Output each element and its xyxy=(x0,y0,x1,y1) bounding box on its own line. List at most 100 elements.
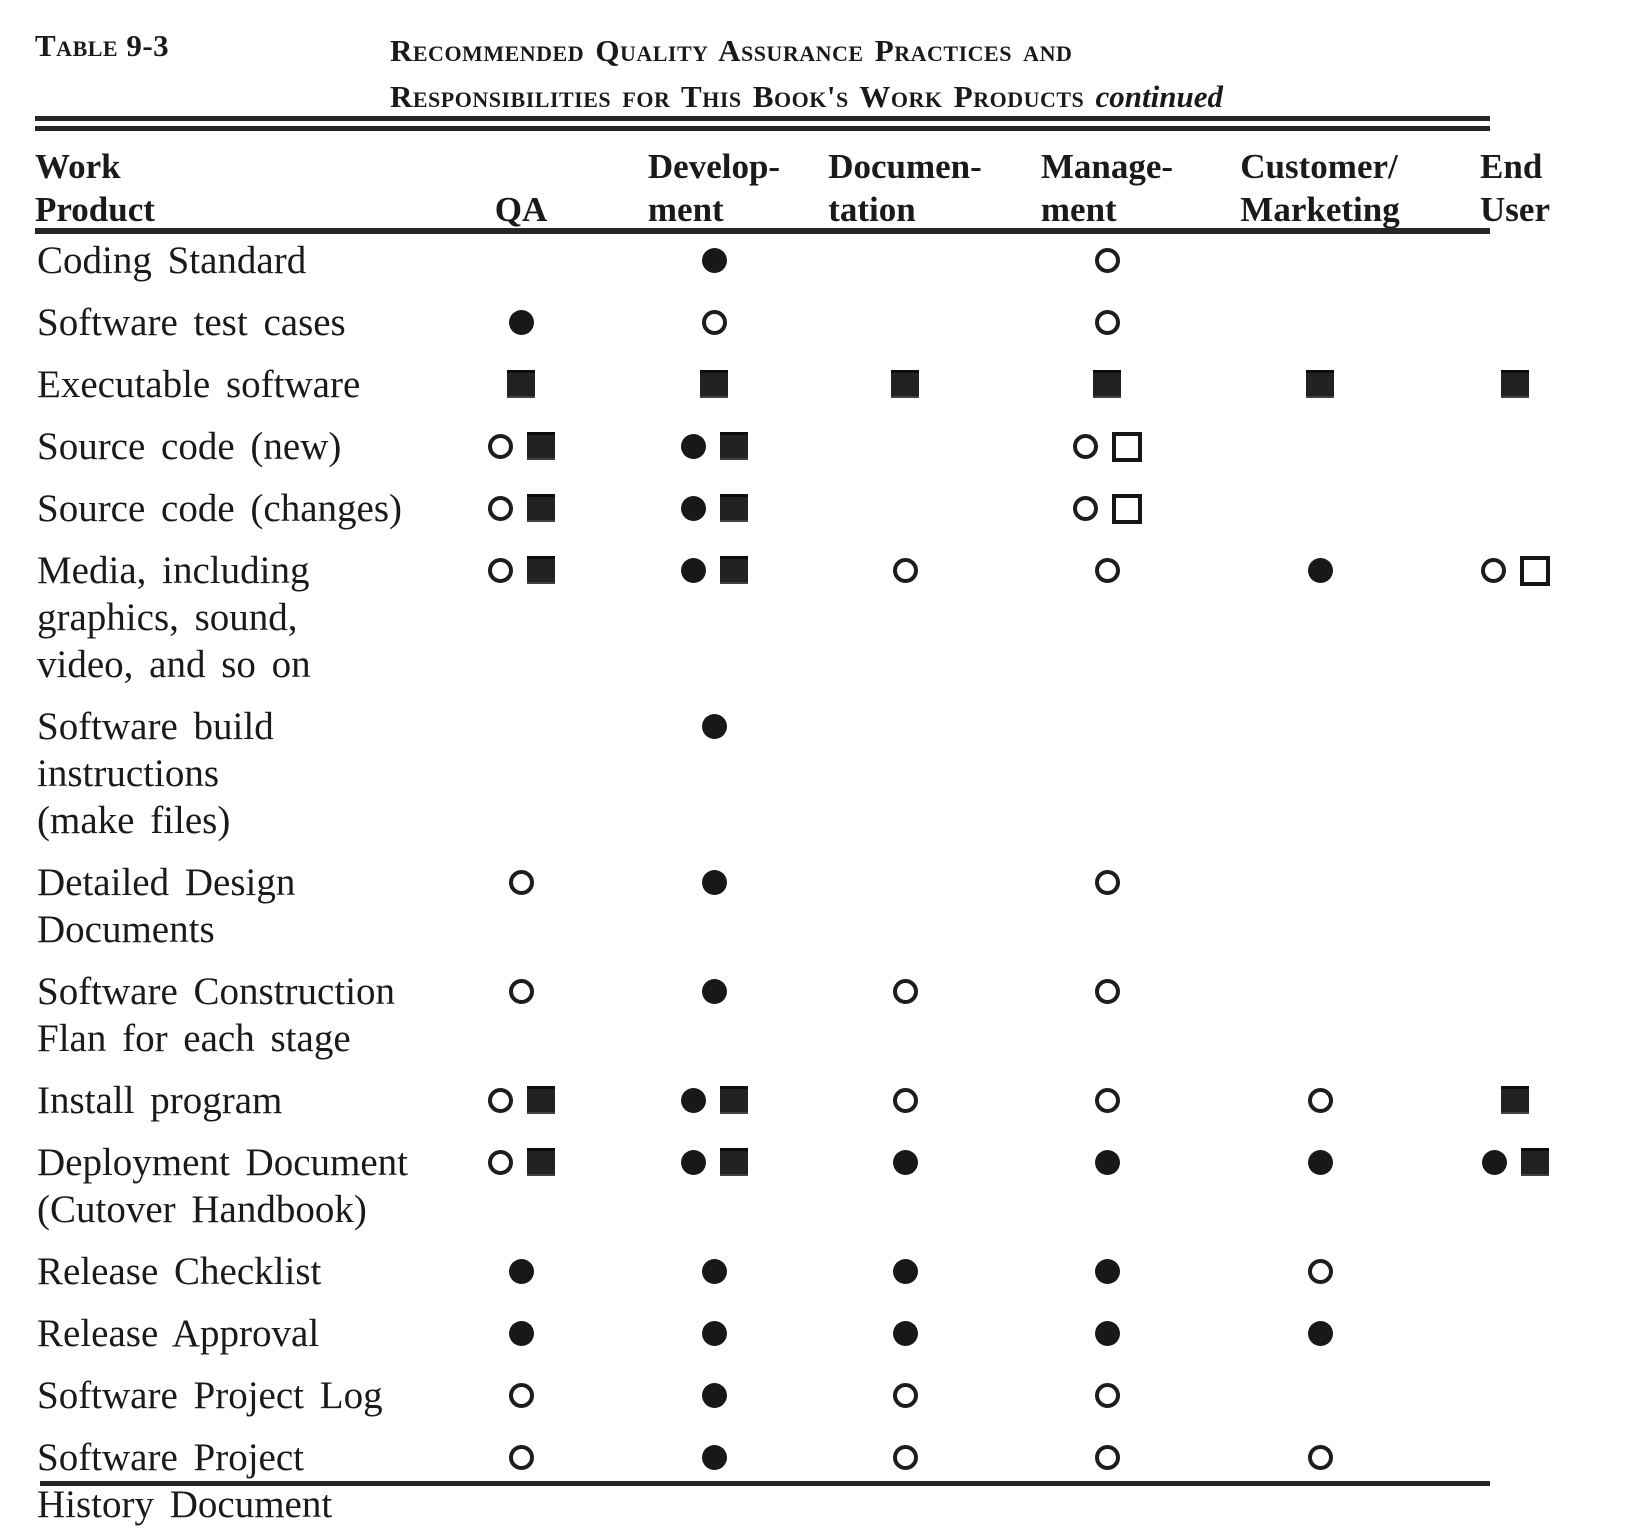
work-product-label-line: instructions xyxy=(37,752,219,795)
filled-circle-icon xyxy=(508,310,534,335)
filled-circle-icon xyxy=(1094,1150,1120,1175)
cell-customer_marketing xyxy=(1214,1139,1426,1233)
cell-documentation xyxy=(810,361,1000,408)
cell-documentation xyxy=(810,703,1000,844)
filled-square-icon xyxy=(1520,1148,1549,1176)
cell-qa xyxy=(424,859,618,953)
open-circle-icon xyxy=(508,979,534,1004)
open-square-icon xyxy=(1111,494,1142,524)
filled-circle-icon xyxy=(892,1259,918,1284)
cell-management xyxy=(1000,423,1214,470)
cell-management xyxy=(1000,1139,1214,1233)
table-row: Release Approval xyxy=(35,1310,1604,1357)
table-top-rule-2 xyxy=(35,126,1490,131)
filled-square-icon xyxy=(526,1086,555,1114)
table-row: Software Project Log xyxy=(35,1372,1604,1419)
header-work-product: Work Product xyxy=(35,147,155,229)
cell-documentation xyxy=(810,237,1000,284)
work-product-label-line: Detailed Design xyxy=(37,861,296,904)
cell-development xyxy=(618,1077,810,1124)
open-circle-icon xyxy=(487,434,513,459)
cell-qa xyxy=(424,1248,618,1295)
cell-qa xyxy=(424,703,618,844)
cell-documentation xyxy=(810,299,1000,346)
work-product-label-line: graphics, sound, xyxy=(37,596,298,639)
cell-management xyxy=(1000,485,1214,532)
table-row: Install program xyxy=(35,1077,1604,1124)
cell-documentation xyxy=(810,547,1000,688)
work-product-label-line: Executable software xyxy=(37,363,361,406)
cell-customer_marketing xyxy=(1214,968,1426,1062)
cell-qa xyxy=(424,547,618,688)
work-product-label: Release Approval xyxy=(35,1310,424,1357)
filled-circle-icon xyxy=(1307,1321,1333,1346)
filled-square-icon xyxy=(719,494,748,522)
cell-end_user xyxy=(1426,547,1604,688)
open-circle-icon xyxy=(487,496,513,521)
table-row: Software Project History Document xyxy=(35,1434,1604,1528)
work-product-label-line: Release Approval xyxy=(37,1312,320,1355)
work-product-label: Install program xyxy=(35,1077,424,1124)
table-header-rule xyxy=(35,228,1490,234)
table-row: Source code (new) xyxy=(35,423,1604,470)
cell-development xyxy=(618,968,810,1062)
cell-customer_marketing xyxy=(1214,1248,1426,1295)
open-circle-icon xyxy=(508,1383,534,1408)
cell-management xyxy=(1000,237,1214,284)
work-product-label: Source code (new) xyxy=(35,423,424,470)
filled-square-icon xyxy=(507,370,535,398)
cell-end_user xyxy=(1426,237,1604,284)
filled-square-icon xyxy=(526,1148,555,1176)
cell-qa xyxy=(424,1372,618,1419)
cell-qa xyxy=(424,361,618,408)
open-circle-icon xyxy=(1094,870,1120,895)
work-product-label-line: Software build xyxy=(37,705,274,748)
filled-circle-icon xyxy=(508,1321,534,1346)
filled-square-icon xyxy=(526,556,555,584)
header-management: Manage- ment xyxy=(1040,147,1174,229)
cell-end_user xyxy=(1426,968,1604,1062)
cell-documentation xyxy=(810,423,1000,470)
cell-development xyxy=(618,1434,810,1528)
filled-square-icon xyxy=(719,1086,748,1114)
filled-circle-icon xyxy=(701,714,727,739)
table-row: Software build instructions (make files) xyxy=(35,703,1604,844)
table-row: Release Checklist xyxy=(35,1248,1604,1295)
work-product-label-line: Software Project xyxy=(37,1436,305,1479)
filled-circle-icon xyxy=(680,1150,706,1175)
filled-circle-icon xyxy=(892,1321,918,1346)
work-product-label: Release Checklist xyxy=(35,1248,424,1295)
cell-documentation xyxy=(810,1310,1000,1357)
open-circle-icon xyxy=(508,1445,534,1470)
open-circle-icon xyxy=(1094,1088,1120,1113)
cell-management xyxy=(1000,703,1214,844)
cell-end_user xyxy=(1426,485,1604,532)
work-product-label-line: Software Project Log xyxy=(37,1374,383,1417)
table-title-line-2: Responsibilities for This Book's Work Pr… xyxy=(390,79,1224,114)
table-header-row: Work Product QA Develop- ment Documen- t… xyxy=(35,145,1604,231)
cell-development xyxy=(618,1139,810,1233)
table-title-line-1: Recommended Quality Assurance Practices … xyxy=(390,33,1073,68)
cell-end_user xyxy=(1426,299,1604,346)
filled-square-icon xyxy=(719,432,748,460)
work-product-label-line: Deployment Document xyxy=(37,1141,408,1184)
filled-circle-icon xyxy=(701,870,727,895)
table-row: Media, including graphics, sound, video, a… xyxy=(35,547,1604,688)
filled-square-icon xyxy=(1501,370,1529,398)
filled-square-icon xyxy=(719,1148,748,1176)
filled-circle-icon xyxy=(1307,558,1333,583)
filled-square-icon xyxy=(700,370,728,398)
cell-qa xyxy=(424,423,618,470)
work-product-label-line: Media, including xyxy=(37,549,310,592)
cell-customer_marketing xyxy=(1214,485,1426,532)
cell-management xyxy=(1000,547,1214,688)
table-row: Executable software xyxy=(35,361,1604,408)
cell-end_user xyxy=(1426,1310,1604,1357)
filled-circle-icon xyxy=(1094,1259,1120,1284)
cell-qa xyxy=(424,1434,618,1528)
cell-management xyxy=(1000,859,1214,953)
filled-circle-icon xyxy=(701,1383,727,1408)
work-product-label: Software test cases xyxy=(35,299,424,346)
cell-customer_marketing xyxy=(1214,423,1426,470)
